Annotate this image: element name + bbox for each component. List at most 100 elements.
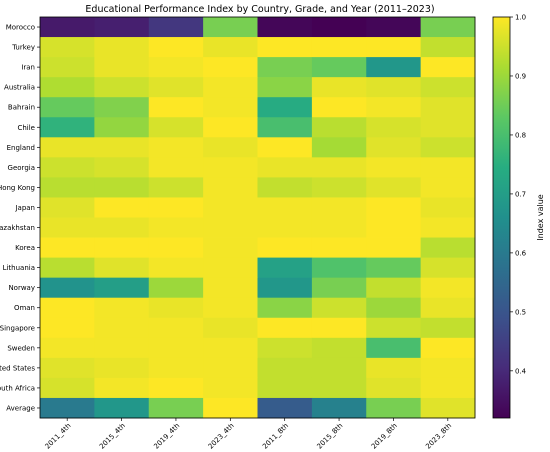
heatmap-cell (366, 57, 422, 78)
row-label: Morocco (6, 24, 35, 32)
heatmap-cell (366, 97, 422, 118)
column-label: 2019_8th (370, 422, 399, 451)
heatmap-cell (420, 57, 476, 78)
heatmap-cell (311, 57, 367, 78)
heatmap-cell (40, 217, 95, 238)
heatmap-cell (40, 77, 95, 98)
row-label: Bahrain (8, 104, 35, 112)
row-label: Oman (14, 304, 35, 312)
heatmap-cell (420, 197, 476, 218)
heatmap-cell (40, 357, 95, 379)
heatmap-cell (148, 337, 204, 359)
heatmap-cell (257, 137, 313, 158)
heatmap-cell (40, 277, 95, 299)
colorbar-tick-label: 0.6 (515, 249, 527, 257)
heatmap-cell (203, 237, 258, 258)
heatmap-cell (203, 317, 258, 339)
heatmap-cell (40, 117, 95, 138)
heatmap-cell (94, 157, 150, 178)
heatmap-cell (257, 297, 313, 319)
heatmap-cell (203, 357, 258, 379)
heatmap-cell (148, 197, 204, 218)
heatmap-cell (311, 117, 367, 138)
heatmap-cell (366, 357, 422, 379)
row-label: Turkey (11, 44, 35, 52)
heatmap-cell (257, 317, 313, 339)
heatmap-cell (311, 297, 367, 319)
heatmap-cell (420, 317, 476, 339)
heatmap-cell (40, 237, 95, 258)
heatmap-cell (148, 257, 204, 279)
column-label: 2011_8th (261, 422, 290, 451)
column-label: 2015_8th (316, 422, 345, 451)
heatmap-cell (366, 297, 422, 319)
heatmap-cell (366, 37, 422, 58)
row-label: Average (6, 404, 35, 412)
heatmap-cell (366, 117, 422, 138)
heatmap-cell (203, 377, 258, 399)
row-label: Chile (17, 124, 35, 132)
column-label: 2023_4th (207, 422, 236, 451)
heatmap-cell (148, 317, 204, 339)
heatmap-cell (420, 257, 476, 279)
heatmap-cell (257, 337, 313, 359)
heatmap-cell (203, 197, 258, 218)
heatmap-cell (366, 77, 422, 98)
heatmap-cell (420, 337, 476, 359)
heatmap-cell (40, 57, 95, 78)
row-label: South Africa (0, 384, 35, 392)
heatmap-cell (366, 277, 422, 299)
heatmap-cell (366, 197, 422, 218)
row-label: Sweden (7, 344, 35, 352)
colorbar-ticks: 0.4 0.5 0.6 0.7 0.8 0.9 1.0 (510, 14, 527, 375)
heatmap-cell (257, 117, 313, 138)
heatmap-cell (40, 297, 95, 319)
heatmap-cell (420, 397, 476, 419)
heatmap-cell (420, 157, 476, 178)
heatmap-cell (311, 217, 367, 238)
heatmap-cell (257, 197, 313, 218)
heatmap-cell (420, 357, 476, 379)
heatmap-cell (94, 137, 150, 158)
row-label: Japan (14, 204, 35, 212)
heatmap-cell (257, 377, 313, 399)
heatmap-cell (148, 97, 204, 118)
heatmap-cell (311, 17, 367, 38)
heatmap-cell (40, 317, 95, 339)
heatmap-cell (366, 137, 422, 158)
heatmap-cell (94, 237, 150, 258)
heatmap-cell (148, 357, 204, 379)
heatmap-cell (311, 177, 367, 198)
heatmap-cell (311, 377, 367, 399)
heatmap-cell (311, 277, 367, 299)
heatmap-cell (366, 377, 422, 399)
heatmap-cell (203, 257, 258, 279)
heatmap-cell (257, 257, 313, 279)
heatmap-cell (203, 97, 258, 118)
heatmap-cell (311, 237, 367, 258)
heatmap-cell (148, 137, 204, 158)
row-label: Hong Kong (0, 184, 35, 192)
heatmap-cell (40, 157, 95, 178)
heatmap-cell (366, 157, 422, 178)
row-label: Kazakhstan (0, 224, 35, 232)
column-label: 2011_4th (44, 422, 73, 451)
heatmap-cell (40, 17, 95, 38)
heatmap-cell (257, 97, 313, 118)
heatmap-cell (148, 17, 204, 38)
heatmap-cell (420, 37, 476, 58)
heatmap-cell (311, 257, 367, 279)
heatmap-cell (148, 117, 204, 138)
heatmap-cell (203, 117, 258, 138)
heatmap-cell (148, 177, 204, 198)
heatmap-cell (94, 177, 150, 198)
heatmap-cell (203, 157, 258, 178)
column-label: 2019_4th (152, 422, 181, 451)
colorbar-tick-label: 0.9 (515, 72, 526, 80)
heatmap-cell (311, 317, 367, 339)
heatmap-cell (40, 177, 95, 198)
row-label: Iran (21, 64, 35, 72)
plot-frame (39, 16, 476, 419)
heatmap-cell (94, 377, 150, 399)
heatmap-cell (311, 137, 367, 158)
